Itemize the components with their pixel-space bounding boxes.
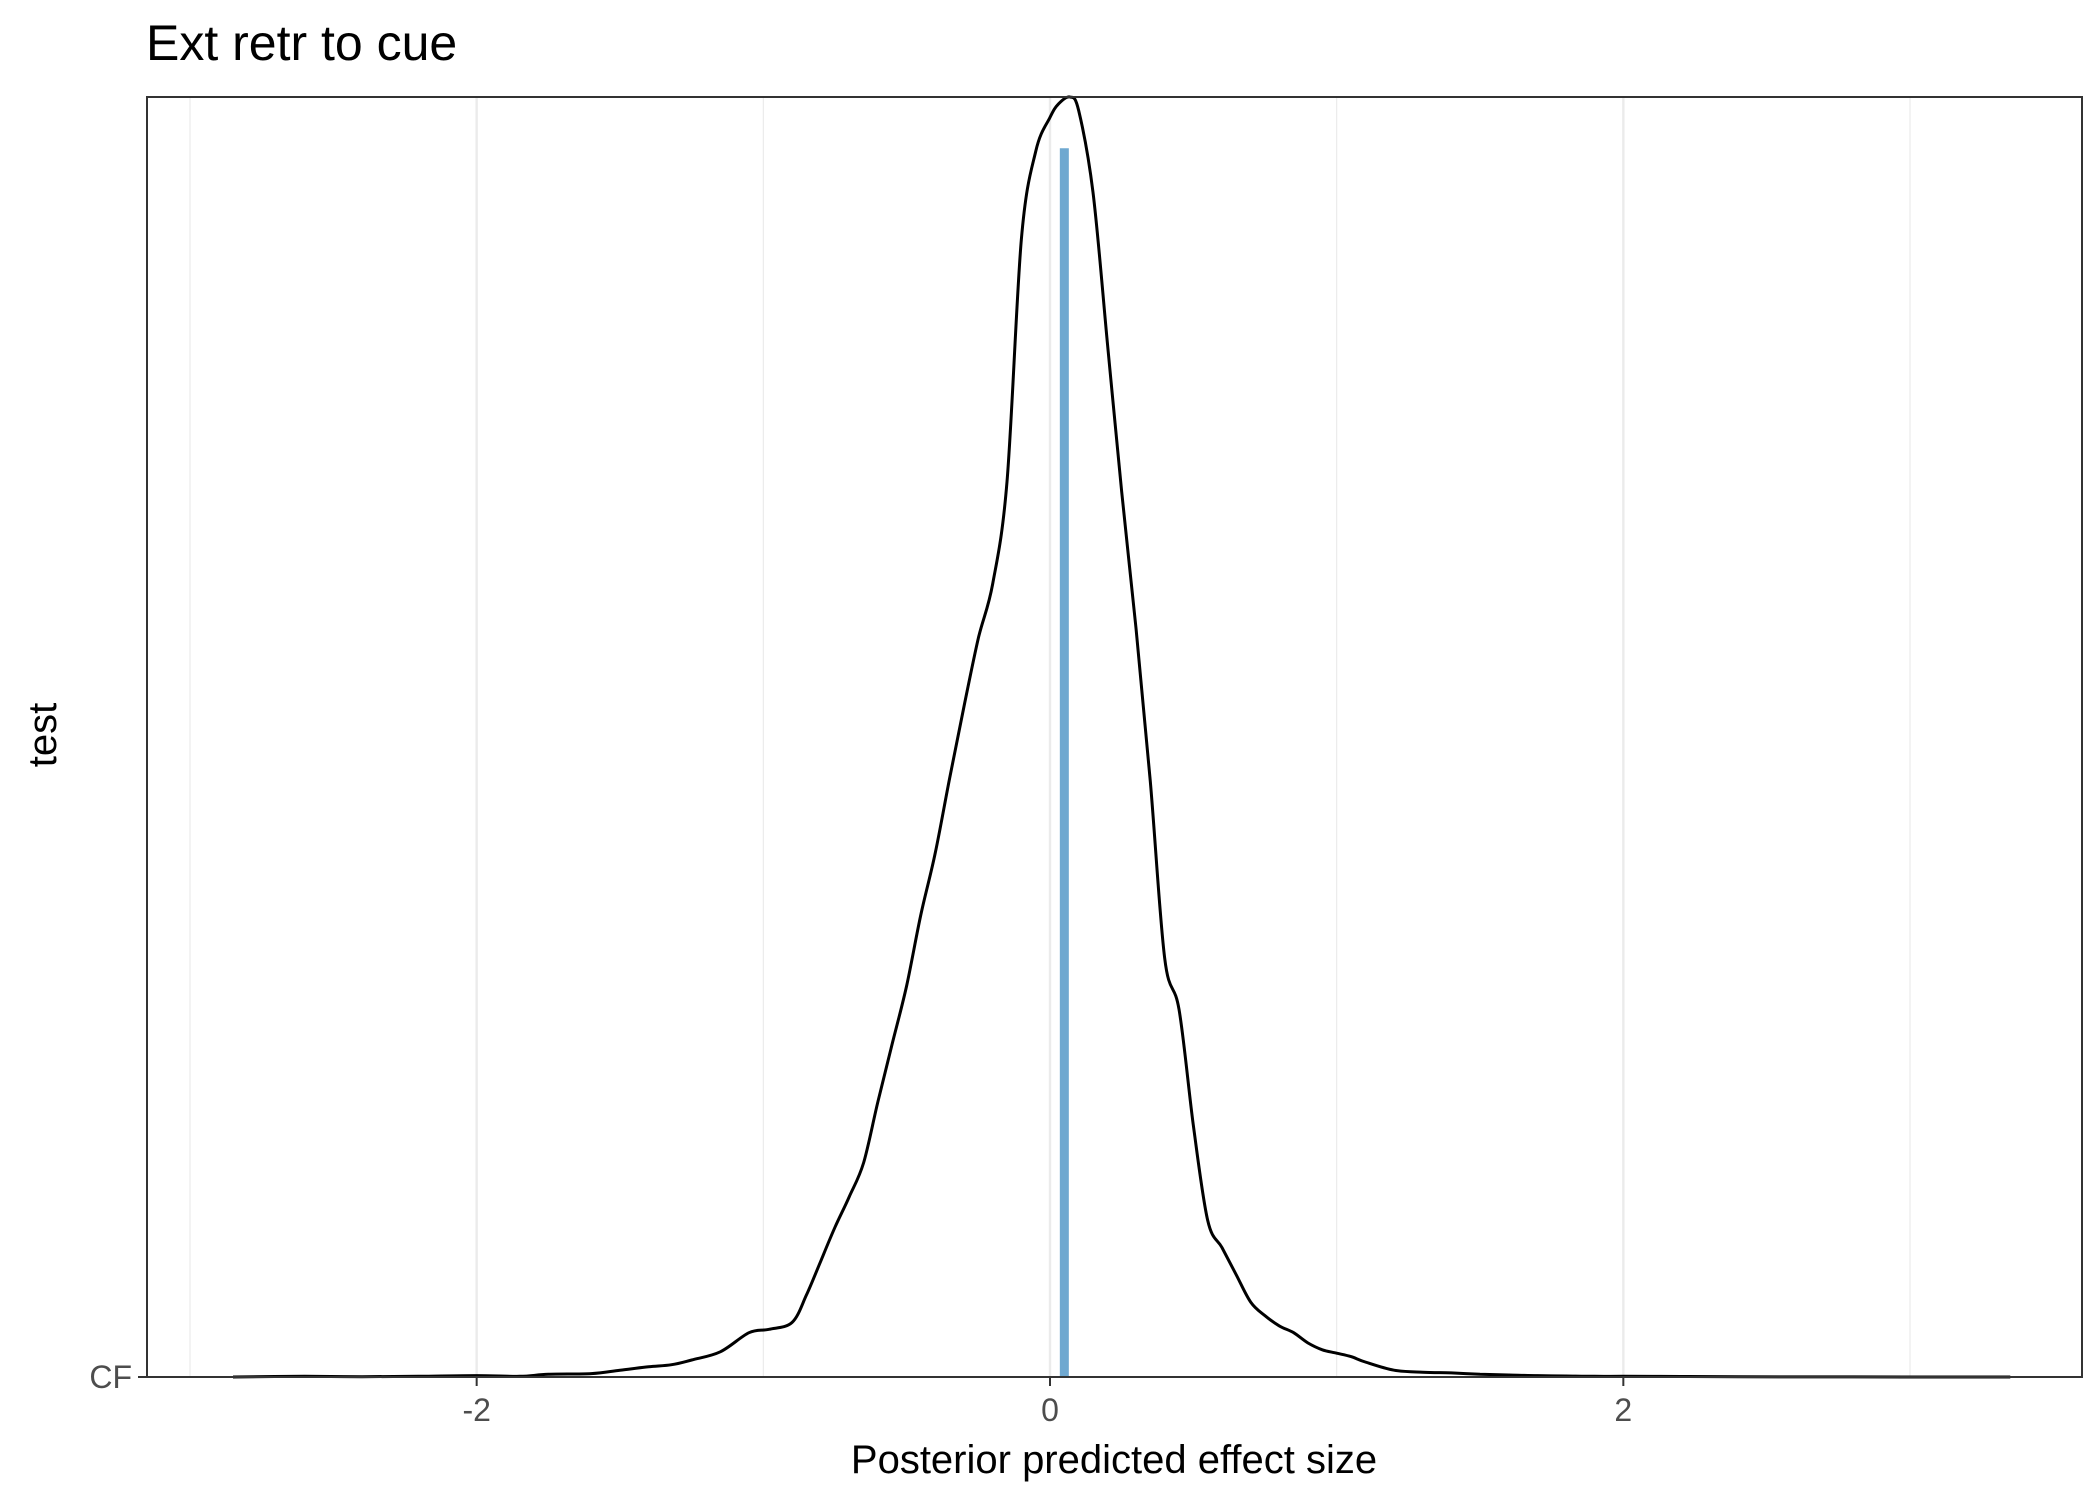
y-tick-label: CF [89, 1359, 132, 1395]
grid-lines [189, 97, 1911, 1377]
x-axis-title: Posterior predicted effect size [851, 1438, 1377, 1482]
x-tick-label: -2 [462, 1392, 490, 1428]
density-curve [232, 95, 2011, 1379]
y-axis: CF [89, 1359, 147, 1395]
data-layer [232, 95, 2011, 1379]
x-tick-label: 2 [1614, 1392, 1632, 1428]
x-axis: -2 0 2 [462, 1377, 1632, 1428]
y-axis-title: test [21, 703, 65, 767]
panel-border [146, 96, 2083, 1378]
chart-title: Ext retr to cue [146, 15, 457, 71]
x-tick-label: 0 [1041, 1392, 1059, 1428]
